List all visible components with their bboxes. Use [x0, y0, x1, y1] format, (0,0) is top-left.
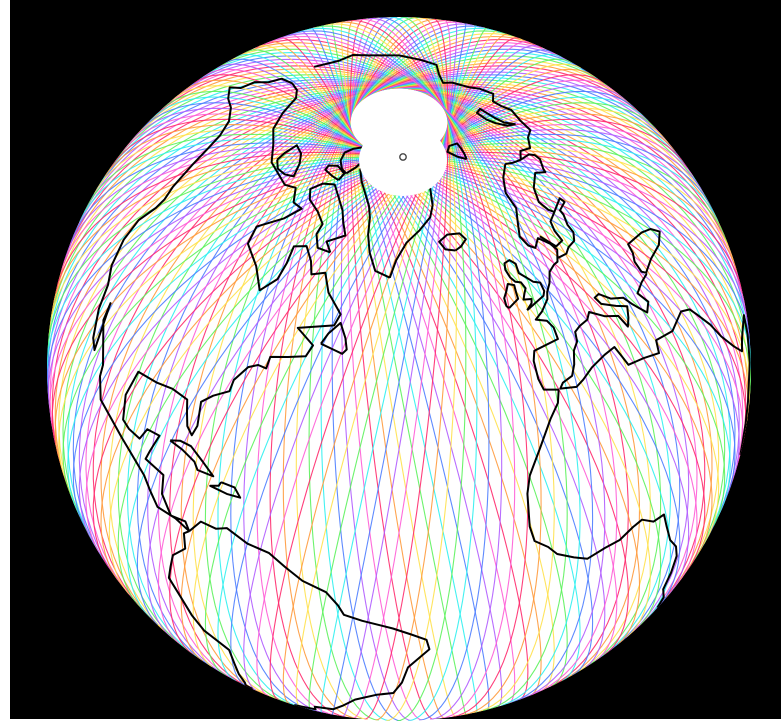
orbit-track — [117, 55, 608, 654]
novaya-zemlya-coast — [476, 107, 516, 127]
gulf-finland-coast — [553, 197, 576, 259]
svalbard-coast — [446, 142, 468, 161]
orbit-track — [349, 18, 434, 720]
orbit-track — [347, 17, 423, 721]
orbit-track — [78, 71, 675, 590]
south-america-coast — [167, 520, 431, 711]
baffin-coast — [308, 182, 347, 254]
orbit-track — [342, 21, 458, 718]
orbit-track — [331, 23, 467, 715]
orbit-track — [331, 17, 402, 721]
orbit-track — [60, 149, 744, 467]
orbit-track — [141, 102, 681, 611]
orbit-track — [265, 35, 618, 696]
orbit-track — [92, 118, 688, 571]
orbit-track — [217, 53, 563, 682]
orbit-track — [147, 85, 627, 638]
scandinavia-north-coast — [505, 153, 564, 248]
orbit-track — [100, 113, 676, 588]
orbit-track — [202, 68, 618, 662]
orbit-track — [122, 113, 698, 588]
orbit-track — [357, 18, 516, 720]
orbit-track — [179, 79, 641, 645]
newfoundland-coast — [320, 321, 348, 355]
hispaniola-coast — [209, 481, 242, 499]
russia-arctic-coast — [313, 54, 532, 160]
orbit-track — [157, 79, 619, 645]
devon-island-coast — [324, 164, 346, 181]
orbit-track — [162, 90, 662, 626]
orbit-track — [136, 48, 590, 666]
uk-coast — [503, 259, 546, 311]
orbit-track — [269, 37, 520, 701]
orbit-track — [171, 85, 651, 638]
orbit-track — [126, 96, 649, 618]
orbit-track — [296, 27, 581, 707]
orbit-tracks — [47, 17, 751, 721]
orbit-track — [149, 96, 672, 618]
orbit-track — [311, 27, 490, 710]
orbit-track — [295, 17, 431, 721]
orbit-track — [78, 138, 731, 517]
orbit-track — [243, 45, 540, 691]
orbit-track — [100, 62, 634, 632]
iceland-coast — [438, 232, 467, 252]
europe-africa-coast — [502, 163, 751, 609]
north-america-coast — [92, 77, 342, 532]
orbit-track — [331, 23, 467, 715]
orbit-track — [109, 74, 726, 570]
orbit-track — [256, 40, 530, 697]
orbit-track — [308, 27, 487, 710]
orbit-track — [193, 74, 629, 656]
orbit-track — [204, 58, 573, 676]
orbit-track — [347, 19, 445, 719]
orbit-track — [308, 17, 420, 721]
orbit-track — [321, 25, 478, 713]
orbit-track — [126, 52, 599, 660]
orbit-track — [117, 102, 657, 611]
orbit-track — [335, 21, 542, 716]
orbit-track — [367, 17, 503, 721]
orbit-track — [110, 118, 706, 571]
orbit-track — [320, 25, 477, 713]
ireland-coast — [503, 283, 520, 309]
orbit-track — [104, 124, 713, 554]
orbit-track — [85, 124, 694, 554]
orbit-track — [136, 90, 636, 626]
orbit-track — [300, 30, 503, 707]
victoria-island-coast — [276, 144, 303, 178]
north-pole-marker — [399, 153, 407, 161]
orbit-track — [325, 23, 555, 714]
orbit-track — [396, 17, 467, 721]
orbit-track — [353, 19, 451, 719]
orbit-track — [108, 58, 626, 639]
orbit-track — [378, 17, 490, 721]
orbit-track — [108, 107, 670, 596]
orbit-track — [340, 21, 456, 718]
orbit-track — [85, 68, 668, 598]
orbit-track — [285, 30, 594, 703]
orbit-track — [258, 45, 555, 691]
cuba-coast — [169, 439, 215, 478]
globe-disc — [47, 17, 751, 721]
orbit-track — [216, 63, 606, 668]
orbit-track — [282, 33, 510, 704]
orbit-track — [320, 17, 409, 721]
orbit-track — [83, 133, 726, 527]
orbit-track — [63, 145, 740, 477]
orbit-track — [128, 107, 690, 596]
orbit-track — [314, 25, 568, 712]
orbit-track — [389, 17, 478, 721]
coastlines — [92, 54, 751, 711]
orbit-track — [169, 74, 605, 656]
orbit-track — [275, 33, 606, 700]
globe-content — [47, 17, 751, 721]
orbit-track — [340, 17, 412, 721]
